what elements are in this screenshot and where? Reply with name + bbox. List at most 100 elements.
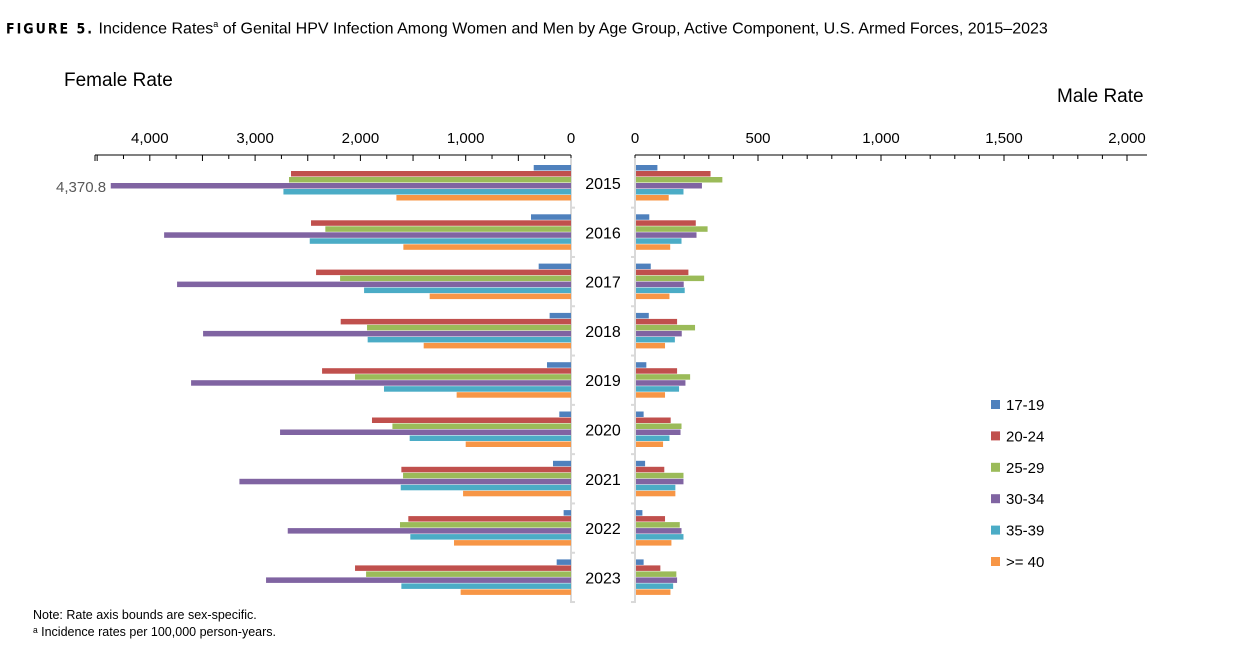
male-bar-2018-17-19 xyxy=(636,312,649,319)
male-bar-2022-35-39 xyxy=(636,534,684,540)
male-bar-2017-30-34 xyxy=(636,281,684,288)
male-bar-2023-30-34 xyxy=(636,577,678,583)
female-bar-2023-25-29 xyxy=(366,571,571,577)
male-bar-2021->= 40 xyxy=(636,490,676,497)
male-tick-label: 500 xyxy=(745,130,770,147)
male-bar-2020-25-29 xyxy=(636,423,682,429)
female-bar-2023->= 40 xyxy=(460,589,571,595)
male-bar-2022-25-29 xyxy=(636,522,680,528)
female-bar-2015-17-19 xyxy=(533,165,571,171)
female-bar-2017-20-24 xyxy=(316,269,571,276)
male-bar-2019-30-34 xyxy=(636,380,686,386)
male-bar-2019-25-29 xyxy=(636,374,691,380)
category-label-2016: 2016 xyxy=(585,225,621,242)
male-bar-2018->= 40 xyxy=(636,342,666,349)
female-bar-2017-17-19 xyxy=(538,263,571,270)
male-bar-2015-30-34 xyxy=(636,183,702,189)
legend-swatch-20-24 xyxy=(991,431,1000,441)
male-bar-2020-35-39 xyxy=(636,435,670,441)
male-bar-2016-17-19 xyxy=(636,214,650,220)
female-bar-2015-20-24 xyxy=(291,171,571,177)
male-bar-2022->= 40 xyxy=(636,540,672,546)
male-bar-2020-20-24 xyxy=(636,417,671,423)
female-bar-2021-35-39 xyxy=(400,484,571,491)
female-bar-2018-20-24 xyxy=(340,318,571,325)
male-bar-2015->= 40 xyxy=(636,195,669,201)
female-bar-2018->= 40 xyxy=(423,342,571,349)
title-text-rest: of Genital HPV Infection Among Women and… xyxy=(218,20,1048,38)
figure-label: FIGURE 5. xyxy=(6,21,95,38)
male-bar-2023-20-24 xyxy=(636,565,661,571)
male-bar-2019-20-24 xyxy=(636,368,678,374)
male-bar-2018-25-29 xyxy=(636,324,696,331)
male-bar-2017-20-24 xyxy=(636,269,689,276)
female-bar-2019-25-29 xyxy=(355,374,571,380)
female-bar-2023-17-19 xyxy=(556,559,571,565)
male-bar-2021-17-19 xyxy=(636,460,646,467)
note-footnote: ᵃ Incidence rates per 100,000 person-yea… xyxy=(33,625,276,639)
category-label-2023: 2023 xyxy=(585,570,621,587)
male-bar-2017->= 40 xyxy=(636,293,670,300)
male-bar-2015-35-39 xyxy=(636,189,684,195)
female-bar-2021->= 40 xyxy=(463,490,571,497)
category-label-2021: 2021 xyxy=(585,472,621,489)
male-bar-2017-25-29 xyxy=(636,275,705,282)
category-label-2019: 2019 xyxy=(585,373,621,390)
female-bar-2018-35-39 xyxy=(367,336,571,343)
male-tick-label: 0 xyxy=(631,130,639,147)
male-tick-label: 2,000 xyxy=(1108,130,1146,147)
female-bar-2016-35-39 xyxy=(309,238,571,244)
male-bar-2022-20-24 xyxy=(636,516,666,522)
female-bar-2019-17-19 xyxy=(546,362,571,368)
legend-label->= 40: >= 40 xyxy=(1006,554,1044,571)
legend-label-25-29: 25-29 xyxy=(1006,460,1044,477)
legend-swatch-30-34 xyxy=(991,494,1000,504)
female-bar-2022->= 40 xyxy=(454,540,571,546)
category-label-2020: 2020 xyxy=(585,423,621,440)
female-tick-label: 3,000 xyxy=(236,130,274,147)
female-bar-2023-20-24 xyxy=(355,565,571,571)
legend-swatch-25-29 xyxy=(991,462,1000,472)
male-bar-2020-17-19 xyxy=(636,411,644,417)
title-text: Incidence Rates xyxy=(98,20,214,38)
female-bar-2016-25-29 xyxy=(325,226,571,232)
female-bar-2016->= 40 xyxy=(403,244,571,250)
figure-title: FIGURE 5. Incidence Ratesa of Genital HP… xyxy=(6,14,1236,40)
male-bar-2022-30-34 xyxy=(636,528,682,534)
male-tick-label: 1,500 xyxy=(985,130,1023,147)
female-bar-2020-25-29 xyxy=(392,423,571,429)
category-label-2022: 2022 xyxy=(585,521,621,538)
male-bar-2023-17-19 xyxy=(636,559,644,565)
legend-swatch->= 40 xyxy=(991,557,1000,566)
male-bar-2019->= 40 xyxy=(636,392,666,398)
male-bar-2019-35-39 xyxy=(636,386,680,392)
female-bar-2021-17-19 xyxy=(552,460,571,467)
annotation-max-value: 4,370.8 xyxy=(56,179,106,196)
female-bar-2020->= 40 xyxy=(465,441,571,447)
legend-label-17-19: 17-19 xyxy=(1006,397,1044,414)
female-tick-label: 0 xyxy=(567,130,575,147)
female-bar-2022-17-19 xyxy=(563,510,571,516)
female-bar-2017-30-34 xyxy=(177,281,571,288)
category-label-2017: 2017 xyxy=(585,275,621,292)
female-bar-2016-17-19 xyxy=(530,214,571,220)
female-bar-2022-30-34 xyxy=(287,528,571,534)
male-bar-2016-20-24 xyxy=(636,220,696,226)
male-bar-2022-17-19 xyxy=(636,510,643,516)
category-label-2018: 2018 xyxy=(585,324,621,341)
title-footnote-marker: a xyxy=(213,19,219,29)
male-bar-2018-35-39 xyxy=(636,336,675,343)
female-bar-2023-35-39 xyxy=(401,583,571,589)
female-bar-2019->= 40 xyxy=(456,392,571,398)
male-bar-2023->= 40 xyxy=(636,589,671,595)
female-bar-2020-30-34 xyxy=(280,429,571,435)
male-tick-label: 1,000 xyxy=(862,130,900,147)
female-bar-2015-35-39 xyxy=(283,189,571,195)
female-bar-2022-25-29 xyxy=(399,522,571,528)
female-tick-label: 4,000 xyxy=(131,130,169,147)
male-bar-2016->= 40 xyxy=(636,244,671,250)
female-tick-label: 2,000 xyxy=(342,130,380,147)
male-bar-2016-25-29 xyxy=(636,226,708,232)
female-bar-2018-25-29 xyxy=(367,324,571,331)
